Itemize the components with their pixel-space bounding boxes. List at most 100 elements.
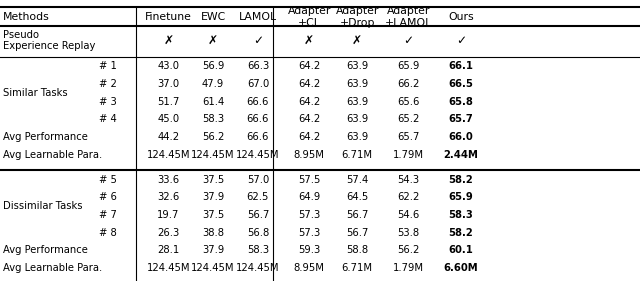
Text: 51.7: 51.7 [157,97,179,107]
Text: 43.0: 43.0 [157,61,179,71]
Text: 57.5: 57.5 [298,175,320,185]
Text: 65.9: 65.9 [397,61,419,71]
Text: 65.9: 65.9 [449,192,473,202]
Text: 54.6: 54.6 [397,210,419,220]
Text: 124.45M: 124.45M [191,150,235,160]
Text: 6.60M: 6.60M [444,263,478,273]
Text: # 8: # 8 [99,228,117,238]
Text: 66.6: 66.6 [247,114,269,124]
Text: 64.5: 64.5 [346,192,368,202]
Text: 124.45M: 124.45M [191,263,235,273]
Text: 47.9: 47.9 [202,79,224,89]
Text: 28.1: 28.1 [157,245,179,255]
Text: 2.44M: 2.44M [444,150,478,160]
Text: Similar Tasks: Similar Tasks [3,88,68,98]
Text: 58.2: 58.2 [449,175,473,185]
Text: 32.6: 32.6 [157,192,179,202]
Text: Pseudo
Experience Replay: Pseudo Experience Replay [3,30,95,51]
Text: 56.2: 56.2 [202,132,224,142]
Text: 66.5: 66.5 [449,79,473,89]
Text: 66.1: 66.1 [448,61,474,71]
Text: # 3: # 3 [99,97,117,107]
Text: Avg Learnable Para.: Avg Learnable Para. [3,150,102,160]
Text: # 5: # 5 [99,175,117,185]
Text: 124.45M: 124.45M [147,263,190,273]
Text: 56.8: 56.8 [247,228,269,238]
Text: ✓: ✓ [403,34,413,47]
Text: 63.9: 63.9 [346,97,368,107]
Text: 66.6: 66.6 [247,132,269,142]
Text: 66.0: 66.0 [449,132,473,142]
Text: 61.4: 61.4 [202,97,224,107]
Text: 37.0: 37.0 [157,79,179,89]
Text: 64.2: 64.2 [298,97,320,107]
Text: Dissimilar Tasks: Dissimilar Tasks [3,201,83,211]
Text: 65.2: 65.2 [397,114,419,124]
Text: 65.7: 65.7 [397,132,419,142]
Text: 56.9: 56.9 [202,61,224,71]
Text: 63.9: 63.9 [346,79,368,89]
Text: 58.8: 58.8 [346,245,368,255]
Text: 58.3: 58.3 [247,245,269,255]
Text: Adapter
+LAMOL: Adapter +LAMOL [385,6,432,28]
Text: 44.2: 44.2 [157,132,179,142]
Text: 57.3: 57.3 [298,210,320,220]
Text: 64.2: 64.2 [298,61,320,71]
Text: 57.3: 57.3 [298,228,320,238]
Text: 124.45M: 124.45M [147,150,190,160]
Text: ✗: ✗ [208,34,218,47]
Text: 59.3: 59.3 [298,245,320,255]
Text: 56.7: 56.7 [346,210,368,220]
Text: ✓: ✓ [253,34,263,47]
Text: 58.3: 58.3 [449,210,473,220]
Text: 65.6: 65.6 [397,97,419,107]
Text: 56.7: 56.7 [247,210,269,220]
Text: # 4: # 4 [99,114,117,124]
Text: 6.71M: 6.71M [342,263,372,273]
Text: 26.3: 26.3 [157,228,179,238]
Text: 8.95M: 8.95M [294,150,324,160]
Text: 124.45M: 124.45M [236,263,280,273]
Text: 56.2: 56.2 [397,245,419,255]
Text: 19.7: 19.7 [157,210,179,220]
Text: # 6: # 6 [99,192,117,202]
Text: 58.2: 58.2 [449,228,473,238]
Text: 1.79M: 1.79M [393,150,424,160]
Text: 60.1: 60.1 [449,245,473,255]
Text: Adapter
+Drop: Adapter +Drop [335,6,379,28]
Text: 65.7: 65.7 [449,114,473,124]
Text: Finetune: Finetune [145,12,192,22]
Text: 66.6: 66.6 [247,97,269,107]
Text: 6.71M: 6.71M [342,150,372,160]
Text: 57.0: 57.0 [247,175,269,185]
Text: 124.45M: 124.45M [236,150,280,160]
Text: 57.4: 57.4 [346,175,368,185]
Text: Avg Performance: Avg Performance [3,132,88,142]
Text: 65.8: 65.8 [449,97,473,107]
Text: ✗: ✗ [304,34,314,47]
Text: 64.2: 64.2 [298,79,320,89]
Text: Avg Performance: Avg Performance [3,245,88,255]
Text: 66.3: 66.3 [247,61,269,71]
Text: 64.2: 64.2 [298,114,320,124]
Text: EWC: EWC [200,12,226,22]
Text: 67.0: 67.0 [247,79,269,89]
Text: ✓: ✓ [456,34,466,47]
Text: 62.5: 62.5 [247,192,269,202]
Text: Methods: Methods [3,12,50,22]
Text: Adapter
+CL: Adapter +CL [287,6,331,28]
Text: # 1: # 1 [99,61,117,71]
Text: 62.2: 62.2 [397,192,419,202]
Text: 38.8: 38.8 [202,228,224,238]
Text: 33.6: 33.6 [157,175,179,185]
Text: 58.3: 58.3 [202,114,224,124]
Text: 53.8: 53.8 [397,228,419,238]
Text: 63.9: 63.9 [346,61,368,71]
Text: 1.79M: 1.79M [393,263,424,273]
Text: 64.9: 64.9 [298,192,320,202]
Text: 66.2: 66.2 [397,79,419,89]
Text: 63.9: 63.9 [346,132,368,142]
Text: 37.5: 37.5 [202,210,224,220]
Text: 64.2: 64.2 [298,132,320,142]
Text: Ours: Ours [448,12,474,22]
